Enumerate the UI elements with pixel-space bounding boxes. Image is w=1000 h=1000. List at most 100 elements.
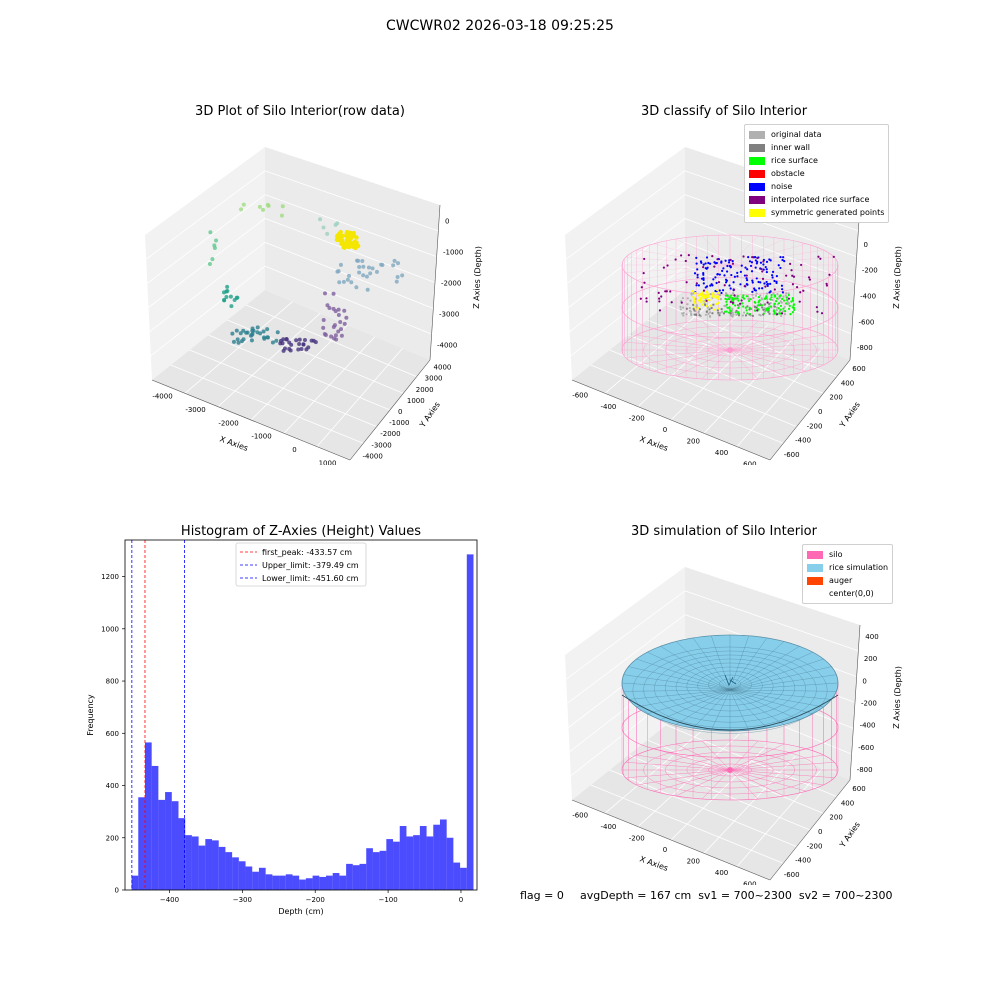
histogram-bar bbox=[419, 826, 427, 890]
raw-data-point bbox=[360, 258, 365, 263]
histogram-bar bbox=[158, 799, 166, 890]
simulation-y-tick-label: -600 bbox=[784, 871, 800, 879]
simulation-floor-spoke bbox=[729, 769, 759, 800]
legend-label: center(0,0) bbox=[829, 589, 874, 598]
classify-data-point bbox=[770, 296, 773, 299]
classify-y-axis-label: Y Axies bbox=[837, 400, 862, 430]
classify-data-point bbox=[662, 266, 665, 269]
raw-z-tick-label: -3000 bbox=[439, 311, 459, 319]
classify-data-point bbox=[737, 312, 740, 315]
classify-data-point bbox=[706, 292, 709, 295]
simulation-x-tick-label: 400 bbox=[715, 869, 728, 877]
classify-data-point bbox=[694, 291, 697, 295]
classify-floor-spoke bbox=[729, 342, 835, 351]
classify-data-point bbox=[717, 311, 720, 314]
classify-data-point bbox=[731, 260, 734, 263]
classify-data-point bbox=[778, 295, 781, 298]
raw-data-point bbox=[275, 330, 280, 335]
simulation-floor-spoke bbox=[636, 754, 731, 771]
classify-data-point bbox=[700, 301, 703, 304]
raw-data-point bbox=[234, 328, 239, 333]
classify-data-point bbox=[773, 312, 776, 315]
raw-data-point bbox=[361, 273, 366, 278]
raw-data-point bbox=[323, 332, 328, 337]
classify-data-point bbox=[739, 302, 742, 305]
y-axis-label: Frequency bbox=[86, 694, 95, 736]
simulation-legend-item: silo bbox=[807, 548, 888, 561]
classify-data-point bbox=[756, 256, 759, 260]
histogram-bar bbox=[359, 863, 367, 890]
rice-surface-mesh bbox=[623, 674, 731, 691]
classify-legend: original data inner wall rice surface obsta… bbox=[744, 124, 890, 223]
legend-label: inner wall bbox=[771, 143, 811, 152]
raw-data-point bbox=[236, 340, 241, 345]
classify-data-point bbox=[694, 306, 697, 309]
legend-label: rice surface bbox=[771, 156, 818, 165]
classify-data-point bbox=[693, 297, 696, 300]
classify-data-point bbox=[751, 281, 754, 284]
classify-data-point bbox=[755, 292, 758, 295]
raw-data-point bbox=[361, 264, 366, 269]
raw-data-point bbox=[396, 261, 401, 266]
classify-data-point bbox=[660, 295, 663, 298]
classify-data-point bbox=[711, 312, 714, 315]
classify-data-point bbox=[695, 262, 698, 265]
classify-data-point bbox=[735, 313, 738, 316]
raw-data-point bbox=[297, 341, 302, 346]
classify-top-spoke bbox=[653, 264, 731, 287]
histogram-bar bbox=[272, 875, 280, 890]
raw-data-point bbox=[250, 326, 255, 331]
raw-data-point bbox=[225, 284, 230, 289]
raw-floor bbox=[152, 290, 430, 460]
classify-top-spoke bbox=[729, 257, 835, 266]
classify-floor-spoke bbox=[729, 349, 835, 358]
legend-swatch bbox=[749, 182, 765, 191]
raw-yellow-point bbox=[337, 237, 342, 242]
raw-grid-line bbox=[316, 348, 403, 447]
raw-data-point bbox=[262, 336, 267, 341]
simulation-z-tick-label: -800 bbox=[857, 766, 873, 774]
classify-data-point bbox=[707, 312, 710, 315]
classify-data-point bbox=[817, 255, 820, 258]
classify-data-point bbox=[736, 275, 739, 278]
classify-data-point bbox=[777, 307, 780, 310]
classify-top-spoke bbox=[729, 243, 807, 266]
classify-data-point bbox=[786, 298, 789, 302]
raw-data-point bbox=[214, 238, 219, 243]
classify-data-point bbox=[745, 277, 748, 280]
classify-data-point bbox=[795, 285, 799, 289]
raw-data-point bbox=[400, 273, 405, 278]
simulation-grid-line bbox=[736, 768, 823, 867]
classify-left-wall bbox=[565, 147, 685, 380]
x-axis-label: Depth (cm) bbox=[278, 907, 323, 916]
raw-data-point bbox=[280, 204, 285, 209]
y-tick-label: 800 bbox=[106, 678, 119, 686]
classify-data-point bbox=[708, 311, 712, 314]
classify-data-point bbox=[752, 296, 755, 300]
histogram-bar bbox=[379, 850, 387, 890]
raw-data-point bbox=[265, 327, 270, 332]
rice-surface-mesh bbox=[729, 689, 824, 708]
simulation-x-axis-line bbox=[571, 799, 771, 881]
raw-data-point bbox=[280, 341, 285, 346]
raw-data-point bbox=[235, 295, 240, 300]
raw-data-point bbox=[296, 347, 301, 352]
classify-data-point bbox=[724, 297, 727, 300]
raw-grid-line bbox=[264, 170, 439, 232]
classify-data-point bbox=[765, 280, 768, 284]
classify-data-point bbox=[698, 314, 701, 317]
classify-data-point bbox=[769, 298, 772, 301]
classify-data-point bbox=[773, 295, 777, 298]
raw-data-point bbox=[318, 217, 323, 222]
classify-data-point bbox=[717, 295, 720, 298]
simulation-x-axis-label: X Axies bbox=[638, 854, 669, 873]
classify-grid-line bbox=[568, 218, 686, 308]
x-tick-label: −100 bbox=[378, 896, 397, 904]
classify-data-point bbox=[799, 291, 802, 294]
classify-data-point bbox=[707, 295, 711, 298]
classify-data-point bbox=[681, 306, 685, 309]
raw-data-point bbox=[325, 303, 330, 308]
raw-data-point bbox=[332, 323, 337, 328]
histogram-bar bbox=[138, 797, 145, 890]
raw-x-axis-label: X Axies bbox=[218, 434, 249, 453]
